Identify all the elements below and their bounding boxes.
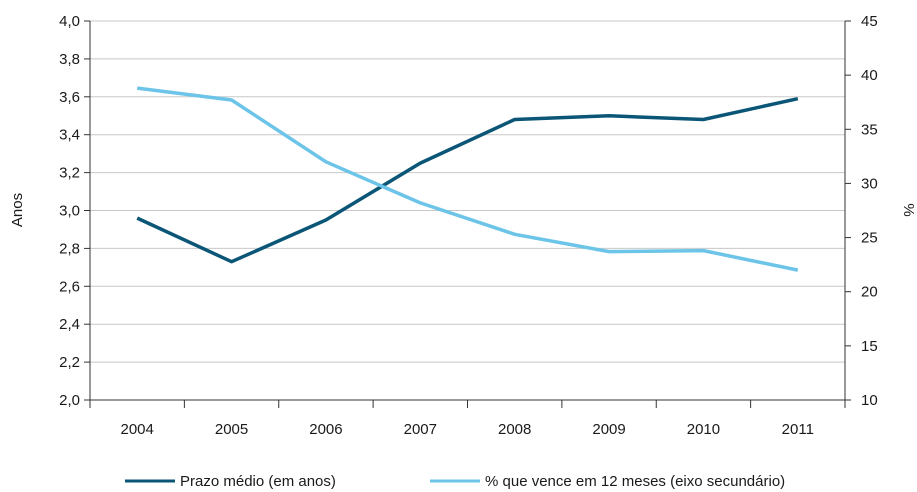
x-tick-label: 2004 xyxy=(121,421,154,438)
legend-label-percentual-vence: % que vence em 12 meses (eixo secundário… xyxy=(485,473,785,490)
y-left-tick-label: 4,0 xyxy=(59,13,80,30)
y-right-tick-label: 10 xyxy=(861,392,878,409)
x-tick-label: 2008 xyxy=(498,421,531,438)
x-tick-label: 2006 xyxy=(309,421,342,438)
y-left-tick-label: 3,8 xyxy=(59,51,80,68)
legend: Prazo médio (em anos) % que vence em 12 … xyxy=(125,473,785,490)
y-left-tick-label: 2,0 xyxy=(59,392,80,409)
x-tick-label: 2011 xyxy=(782,421,814,438)
y-left-tick-label: 3,6 xyxy=(59,89,80,106)
x-tick-label: 2009 xyxy=(592,421,625,438)
series-line-percentual-vence xyxy=(136,86,799,272)
y-left-tick-label: 2,8 xyxy=(59,240,80,257)
y-right-tick-label: 40 xyxy=(861,67,878,84)
y-right-tick-label: 45 xyxy=(861,13,878,30)
legend-label-prazo-medio: Prazo médio (em anos) xyxy=(180,473,336,490)
x-tick-label: 2007 xyxy=(404,421,437,438)
x-tick-label: 2010 xyxy=(687,421,720,438)
legend-item-prazo-medio: Prazo médio (em anos) xyxy=(125,473,336,490)
y-right-tick-label: 35 xyxy=(861,121,878,138)
y-left-tick-label: 2,6 xyxy=(59,278,80,295)
y-right-tick-label: 20 xyxy=(861,284,878,301)
y-left-tick-label: 3,2 xyxy=(59,165,80,182)
y-axis-right: 10 15 20 25 30 35 40 45 xyxy=(844,13,878,409)
series-line-prazo-medio xyxy=(136,96,799,264)
y-right-tick-label: 15 xyxy=(861,338,878,355)
x-axis: 2004 2005 2006 2007 2008 2009 2010 2011 xyxy=(89,399,846,438)
series-layer xyxy=(136,86,799,272)
y-left-tick-label: 3,4 xyxy=(59,127,80,144)
y-right-tick-label: 25 xyxy=(861,230,878,247)
y-right-tick-label: 30 xyxy=(861,175,878,192)
y-axis-left: 2,0 2,2 2,4 2,6 2,8 3,0 3,2 3,4 3,6 3,8 4,0 xyxy=(59,13,91,409)
y-left-tick-label: 2,2 xyxy=(59,354,80,371)
y-axis-right-title: % xyxy=(900,203,917,216)
legend-item-percentual-vence: % que vence em 12 meses (eixo secundário… xyxy=(430,473,785,490)
y-axis-left-title: Anos xyxy=(9,193,26,227)
y-left-tick-label: 3,0 xyxy=(59,203,80,220)
x-tick-label: 2005 xyxy=(215,421,248,438)
y-left-tick-label: 2,4 xyxy=(59,316,80,333)
gridlines xyxy=(90,20,845,363)
